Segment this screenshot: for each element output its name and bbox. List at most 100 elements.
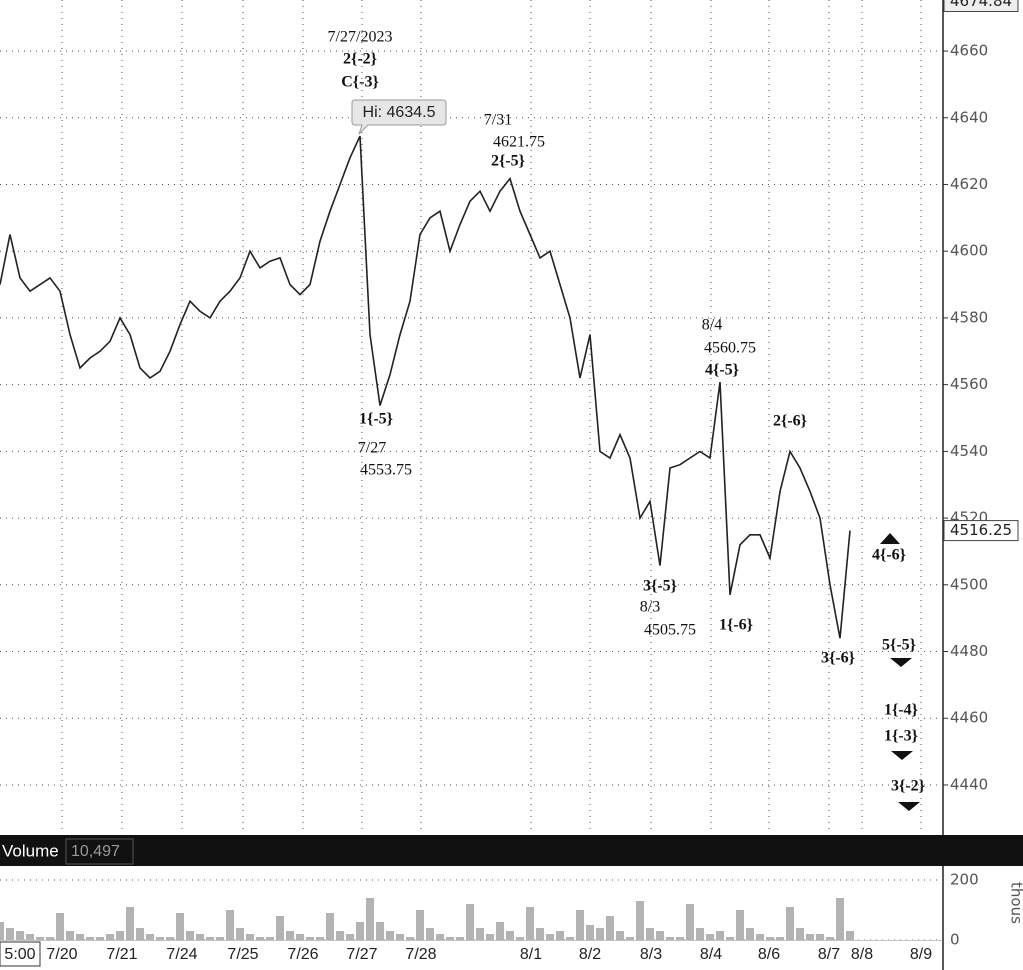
volume-bar: [226, 910, 234, 940]
wave-label: 1{-4}: [884, 702, 918, 719]
volume-bar: [206, 937, 214, 940]
x-tick-label: 8/6: [758, 946, 780, 963]
volume-bar: [836, 898, 844, 940]
volume-bar: [36, 937, 44, 940]
volume-bar: [706, 934, 714, 940]
wave-label: 3{-6}: [821, 650, 855, 667]
volume-bar: [326, 913, 334, 940]
top-price-label: 4674.84: [950, 0, 1012, 10]
volume-bar: [146, 934, 154, 940]
y-tick-label: 4600: [950, 242, 988, 260]
last-price-label-box: [943, 520, 1019, 542]
x-tick-label: 8/2: [579, 946, 601, 963]
volume-bar: [286, 931, 294, 940]
volume-bar: [306, 937, 314, 940]
y-tick-label: 4620: [950, 175, 988, 193]
wave-label: 1{-3}: [884, 728, 918, 745]
x-tick-label: 7/28: [405, 946, 436, 963]
x-tick-label: 7/20: [46, 946, 77, 963]
volume-bar: [6, 928, 14, 940]
volume-tick-label: 0: [950, 931, 960, 949]
volume-bar: [496, 922, 504, 940]
volume-header-axis: [943, 835, 1023, 866]
x-tick-label: 7/24: [166, 946, 197, 963]
callout-box: [351, 99, 447, 135]
volume-bar: [816, 934, 824, 940]
volume-bar: [716, 931, 724, 940]
wave-label: 4{-5}: [705, 362, 739, 379]
volume-bar: [366, 898, 374, 940]
wave-label: 1{-5}: [359, 411, 393, 428]
volume-bar: [586, 925, 594, 940]
top-price-label-box: [943, 0, 1019, 13]
wave-label: 7/27/2023: [328, 29, 393, 46]
volume-bar: [186, 931, 194, 940]
volume-bar: [796, 928, 804, 940]
wave-label: 8/3: [640, 599, 660, 616]
volume-bar: [446, 937, 454, 940]
volume-bar: [176, 913, 184, 940]
callout-text: Hi: 4634.5: [363, 104, 436, 121]
volume-bar: [566, 937, 574, 940]
volume-bar: [666, 937, 674, 940]
volume-bar: [636, 901, 644, 940]
volume-header: [0, 835, 943, 866]
volume-bar: [346, 934, 354, 940]
volume-bar: [46, 937, 54, 940]
wave-label: C{-3}: [341, 74, 379, 91]
y-tick-label: 4560: [950, 375, 988, 393]
y-tick-label: 4500: [950, 575, 988, 593]
volume-bar: [846, 931, 854, 940]
volume-bar: [56, 913, 64, 940]
volume-bar: [526, 907, 534, 940]
volume-bar: [626, 937, 634, 940]
volume-bar: [616, 931, 624, 940]
volume-value: 10,497: [71, 843, 120, 860]
x-tick-label: 5:00: [4, 946, 35, 963]
volume-bar: [676, 937, 684, 940]
volume-bar: [416, 910, 424, 940]
wave-label: 2{-5}: [491, 153, 525, 170]
x-tick-label: 7/21: [106, 946, 137, 963]
last-price-label: 4516.25: [950, 521, 1012, 539]
volume-bar: [0, 922, 4, 940]
x-tick-label: 7/27: [346, 946, 377, 963]
arrow-up: [880, 533, 900, 544]
y-tick-label: 4440: [950, 775, 988, 793]
volume-bar: [806, 934, 814, 940]
volume-bar: [756, 934, 764, 940]
volume-bar: [646, 928, 654, 940]
volume-bar: [96, 937, 104, 940]
volume-bar: [826, 937, 834, 940]
volume-bar: [426, 928, 434, 940]
volume-bar: [76, 934, 84, 940]
y-tick-label: 4580: [950, 308, 988, 326]
wave-label: 2{-2}: [343, 51, 377, 68]
volume-bar: [336, 931, 344, 940]
wave-label: 4{-6}: [872, 547, 906, 564]
volume-bar: [476, 928, 484, 940]
volume-bar: [236, 928, 244, 940]
x-tick-label: 8/7: [818, 946, 840, 963]
volume-bar: [136, 928, 144, 940]
x-tick-label: 8/8: [851, 946, 873, 963]
volume-bar: [126, 907, 134, 940]
volume-bar: [656, 931, 664, 940]
wave-label: 2{-6}: [773, 413, 807, 430]
volume-bar: [456, 937, 464, 940]
y-tick-label: 4480: [950, 642, 988, 660]
volume-bar: [246, 934, 254, 940]
volume-bar: [766, 937, 774, 940]
volume-bar: [406, 937, 414, 940]
wave-label: 4621.75: [493, 134, 545, 151]
volume-bar: [396, 934, 404, 940]
volume-bar: [786, 907, 794, 940]
y-tick-label: 4460: [950, 709, 988, 727]
x-tick-label: 8/3: [640, 946, 662, 963]
volume-bar: [486, 934, 494, 940]
x-tick-label: 8/9: [910, 946, 932, 963]
volume-bar: [196, 934, 204, 940]
volume-bar: [576, 910, 584, 940]
price-line: [0, 135, 851, 639]
